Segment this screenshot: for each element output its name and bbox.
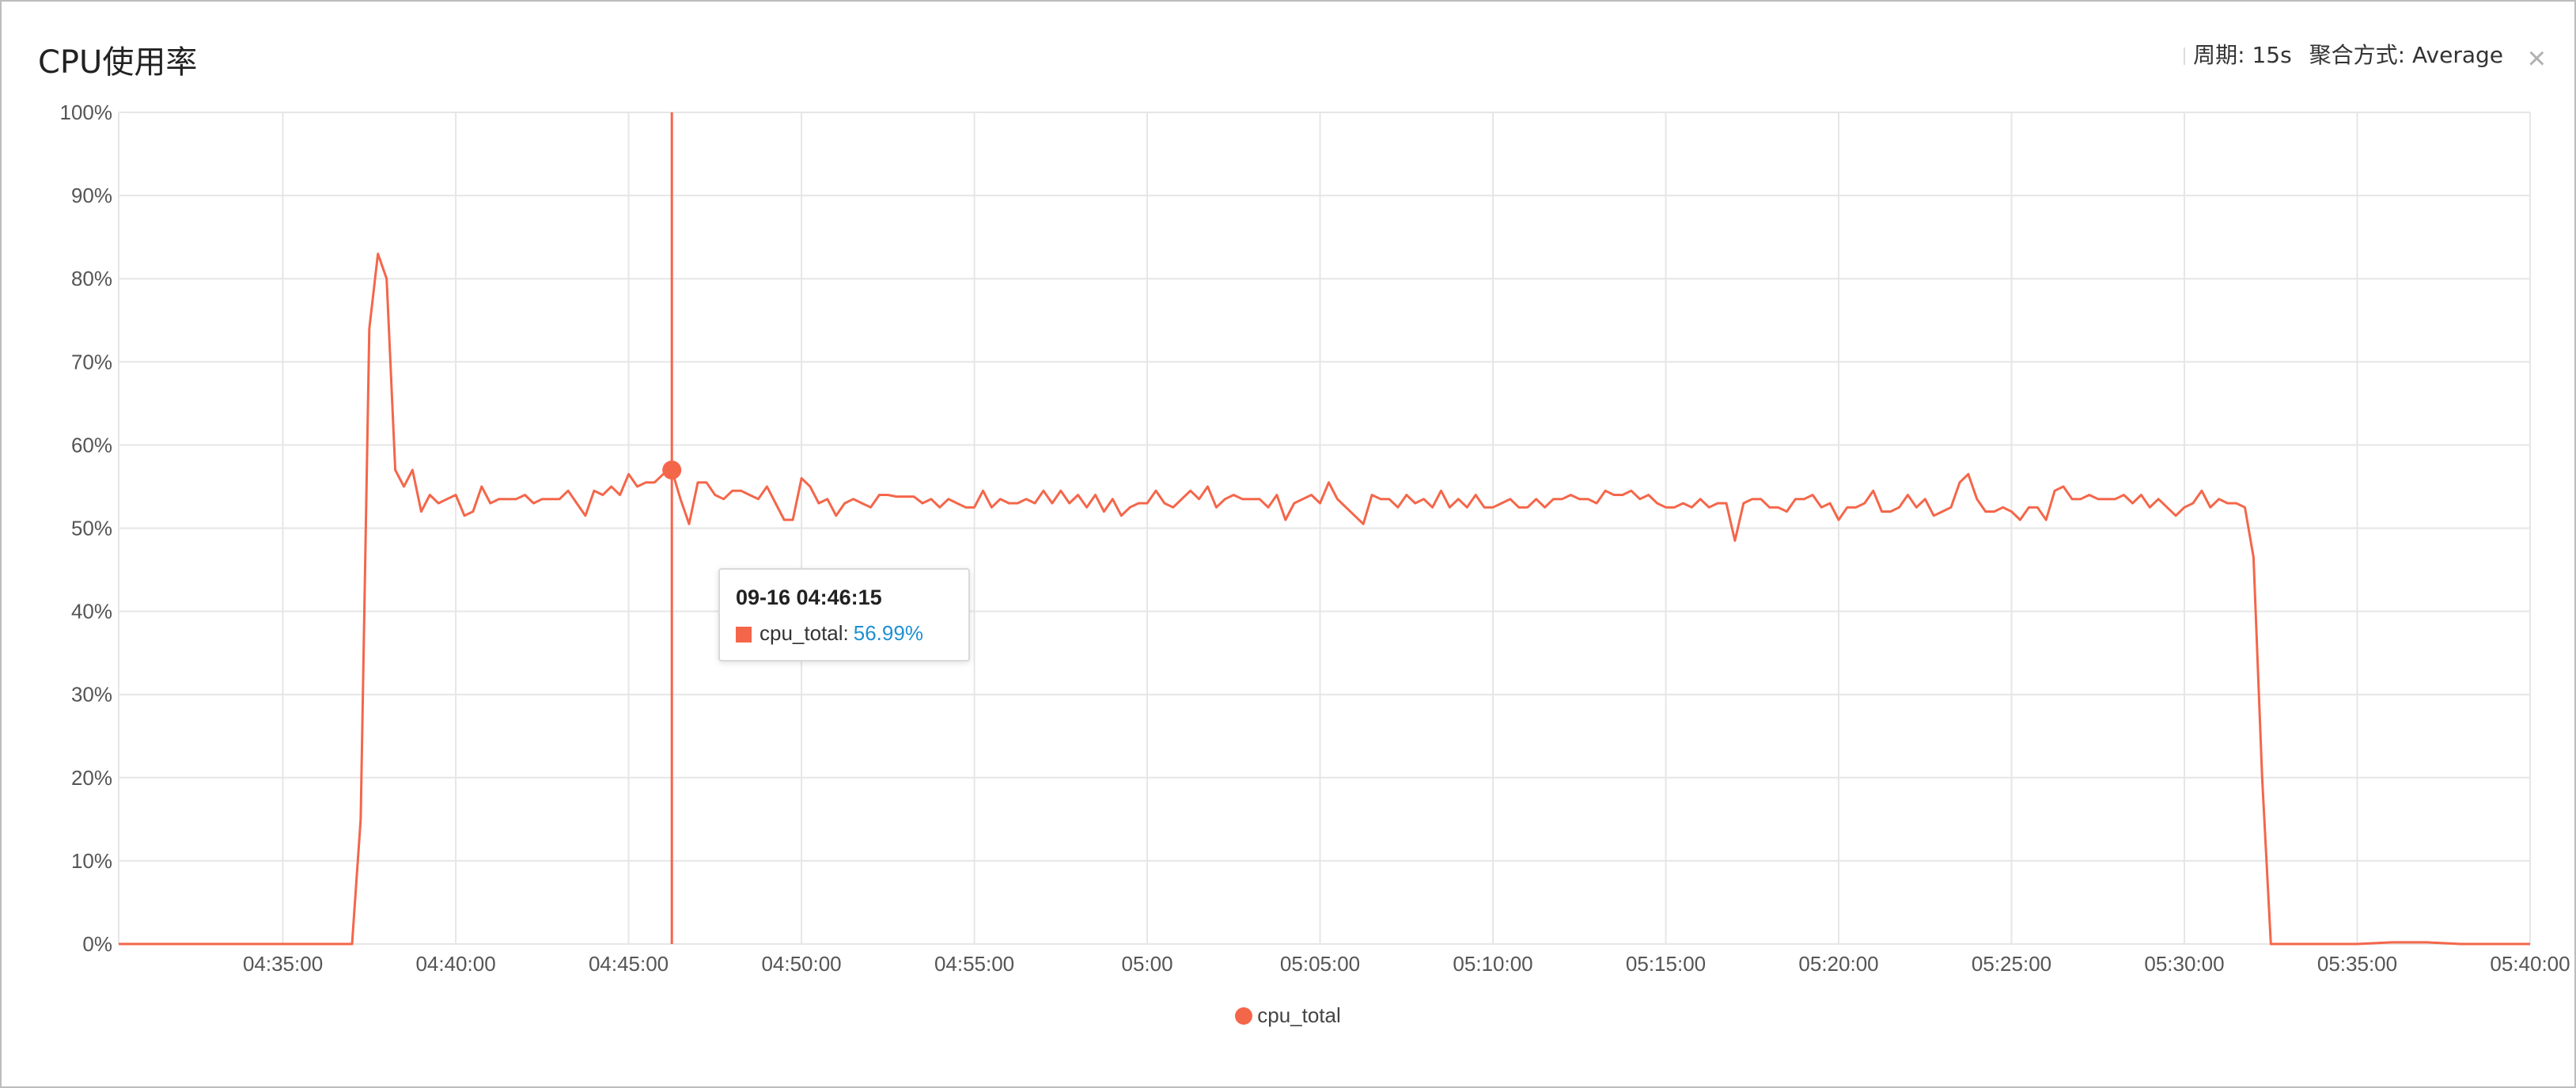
- x-tick-label: 05:15:00: [1626, 952, 1706, 976]
- close-icon[interactable]: ×: [2527, 41, 2546, 76]
- y-tick-label: 90%: [71, 184, 112, 207]
- y-tick-label: 100%: [60, 100, 113, 124]
- panel-title: CPU使用率: [38, 44, 198, 81]
- crosshair-layer: [662, 112, 682, 944]
- tooltip-series-swatch: [736, 627, 752, 643]
- legend-item-cpu-total[interactable]: cpu_total: [1257, 1003, 1341, 1027]
- x-axis-ticks: 04:35:00 04:40:00 04:45:00 04:50:00 04:55:00…: [243, 952, 2570, 976]
- x-tick-label: 05:00: [1122, 952, 1173, 976]
- tooltip-value: 56.99%: [853, 621, 923, 645]
- x-tick-label: 05:05:00: [1280, 952, 1360, 976]
- series-line-cpu-total[interactable]: [119, 252, 2530, 946]
- y-tick-label: 30%: [71, 683, 112, 707]
- tooltip-row: cpu_total: 56.99%: [736, 621, 953, 646]
- y-tick-label: 10%: [71, 849, 112, 873]
- highlight-point[interactable]: [662, 461, 682, 480]
- series-layer: [119, 252, 2530, 946]
- y-axis-ticks: 0% 10% 20% 30% 40% 50% 60% 70% 80% 90% 100%: [60, 100, 113, 956]
- y-tick-label: 40%: [71, 600, 112, 624]
- x-tick-label: 05:35:00: [2317, 952, 2397, 976]
- y-tick-label: 80%: [71, 267, 112, 290]
- x-tick-label: 04:45:00: [589, 952, 669, 976]
- legend-marker: [1235, 1007, 1253, 1025]
- aggregation-label[interactable]: 聚合方式: Average: [2309, 42, 2503, 68]
- x-tick-label: 05:30:00: [2144, 952, 2224, 976]
- x-tick-label: 04:55:00: [934, 952, 1014, 976]
- tooltip-series-name: cpu_total: [760, 621, 843, 645]
- x-tick-label: 04:50:00: [761, 952, 841, 976]
- x-tick-label: 05:40:00: [2490, 952, 2570, 976]
- x-tick-label: 05:20:00: [1798, 952, 1878, 976]
- x-tick-label: 04:35:00: [243, 952, 323, 976]
- y-tick-label: 50%: [71, 517, 112, 540]
- y-tick-label: 0%: [82, 932, 112, 956]
- panel-meta: 周期: 15s 聚合方式: Average: [2184, 38, 2503, 70]
- meta-divider: [2184, 47, 2186, 65]
- tooltip: 09-16 04:46:15 cpu_total: 56.99%: [718, 568, 970, 662]
- x-tick-label: 05:10:00: [1453, 952, 1532, 976]
- period-label: 周期: 15s: [2193, 42, 2292, 68]
- y-tick-label: 60%: [71, 433, 112, 457]
- y-tick-label: 20%: [71, 766, 112, 790]
- y-tick-label: 70%: [71, 350, 112, 373]
- grid-lines: [118, 112, 2531, 945]
- legend[interactable]: cpu_total: [2, 1003, 2574, 1028]
- tooltip-time: 09-16 04:46:15: [736, 586, 882, 609]
- x-tick-label: 05:25:00: [1972, 952, 2051, 976]
- x-tick-label: 04:40:00: [415, 952, 495, 976]
